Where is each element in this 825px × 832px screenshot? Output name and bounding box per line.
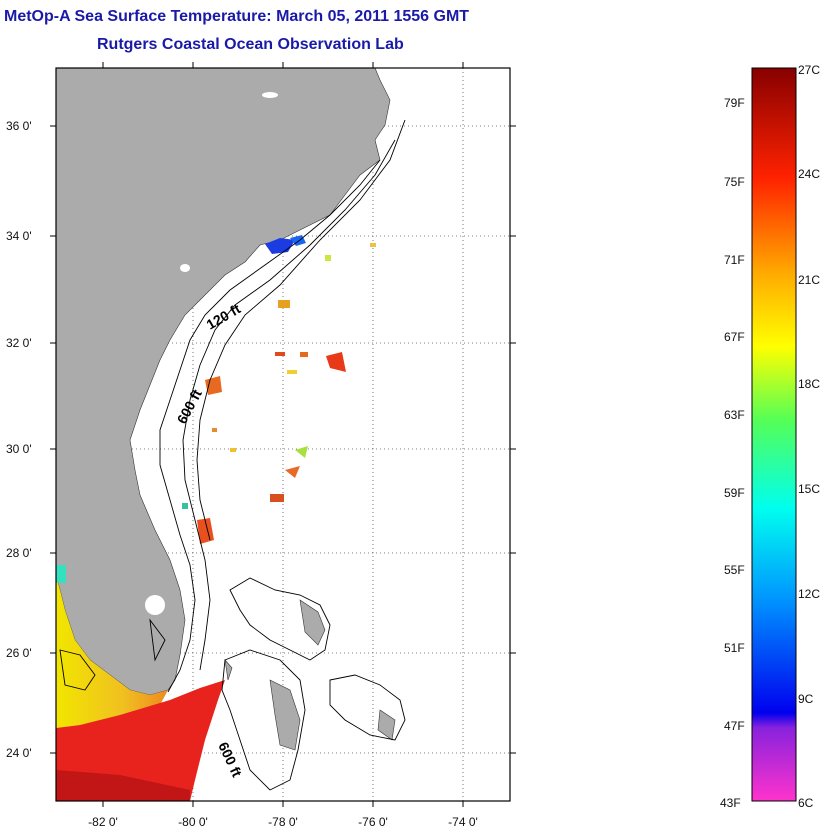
colorbar-c-label: 15C (798, 482, 820, 496)
lon-label: -76 0' (358, 815, 388, 829)
colorbar-c-label: 27C (798, 63, 820, 77)
lat-label: 32 0' (6, 336, 32, 350)
tick-marks (50, 62, 516, 807)
colorbar-c-label: 9C (798, 692, 814, 706)
map-content (56, 68, 510, 801)
lake (262, 92, 278, 98)
colorbar-c-label: 6C (798, 796, 814, 810)
land-mass (56, 68, 391, 696)
sst-straits-swath (56, 680, 225, 801)
lake (180, 264, 190, 272)
lon-label: -74 0' (448, 815, 478, 829)
contour-label-600ft-bahamas: 600 ft (215, 740, 245, 780)
colorbar-f-label: 43F (720, 796, 741, 810)
colorbar-f-label: 71F (724, 253, 745, 267)
bahamas (224, 599, 396, 751)
lon-label: -80 0' (178, 815, 208, 829)
colorbar-f-label: 67F (724, 330, 745, 344)
lat-label: 28 0' (6, 546, 32, 560)
colorbar-f-label: 55F (724, 563, 745, 577)
colorbar-f-label: 75F (724, 175, 745, 189)
colorbar-c-label: 21C (798, 273, 820, 287)
map-title: MetOp-A Sea Surface Temperature: March 0… (4, 8, 470, 25)
colorbar-f-label: 63F (724, 408, 745, 422)
colorbar-f-label: 79F (724, 96, 745, 110)
lat-label: 36 0' (6, 119, 32, 133)
colorbar-c-label: 12C (798, 587, 820, 601)
lat-label: 34 0' (6, 229, 32, 243)
colorbar-c-label: 18C (798, 377, 820, 391)
map-subtitle: Rutgers Coastal Ocean Observation Lab (97, 36, 404, 53)
contour-label-120ft: 120 ft (204, 300, 244, 332)
lat-label: 30 0' (6, 442, 32, 456)
bathymetry-contours (59, 119, 406, 791)
lon-label: -82 0' (88, 815, 118, 829)
colorbar-f-label: 51F (724, 641, 745, 655)
sst-patches (182, 235, 376, 544)
lat-label: 26 0' (6, 646, 32, 660)
colorbar-f-label: 59F (724, 486, 745, 500)
lake-okeechobee (145, 595, 165, 615)
colorbar-f-label: 47F (724, 719, 745, 733)
sst-straits-edge (56, 770, 190, 801)
sst-cyan-patch (56, 565, 66, 583)
colorbar-c-label: 24C (798, 167, 820, 181)
lat-label: 24 0' (6, 746, 32, 760)
lon-label: -78 0' (268, 815, 298, 829)
colorbar (751, 67, 797, 802)
